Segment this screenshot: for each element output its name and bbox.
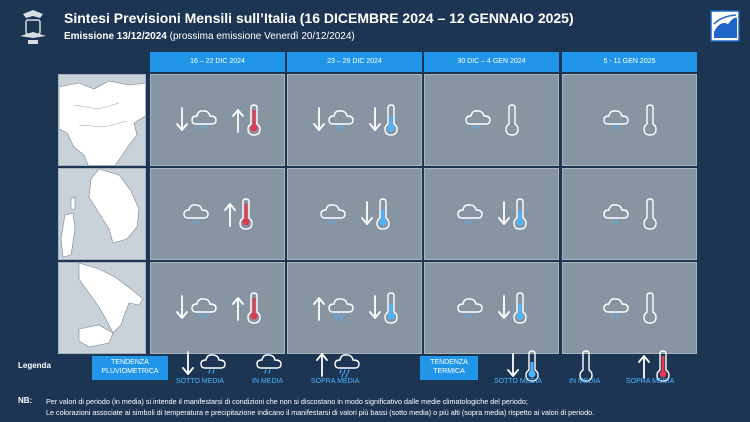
forecast-cell-center-3 xyxy=(424,168,559,260)
rain-media-icon xyxy=(464,106,492,134)
forecast-cell-center-1 xyxy=(150,168,285,260)
forecast-cell-center-2 xyxy=(287,168,422,260)
legend-temp-below-icon xyxy=(505,350,540,382)
air-force-logo-icon xyxy=(20,10,46,44)
temperature-sopra-icon xyxy=(230,104,262,136)
legend-temp-normal-icon xyxy=(578,350,594,382)
temperature-sotto-icon xyxy=(496,292,528,324)
temperature-media-icon xyxy=(504,104,520,136)
temperature-media-icon xyxy=(642,292,658,324)
emission-date: Emissione 13/12/2024 xyxy=(64,31,167,42)
column-header-1: 16 – 22 DIC 2024 xyxy=(150,52,285,72)
forecast-cell-north-1 xyxy=(150,74,285,166)
rain-media-icon xyxy=(602,200,630,228)
rain-media-icon xyxy=(602,294,630,322)
temperature-sotto-icon xyxy=(367,292,399,324)
forecast-icons xyxy=(288,75,421,165)
temperature-sotto-icon xyxy=(496,198,528,230)
legend-rain-normal-label: IN MEDIA xyxy=(252,378,284,385)
forecast-cell-north-3 xyxy=(424,74,559,166)
legend-rain-below-icon xyxy=(180,350,227,378)
notes-line-1: Per valori di periodo (in media) si inte… xyxy=(46,397,528,406)
forecast-icons xyxy=(151,169,284,259)
forecast-cell-south-4 xyxy=(562,262,697,354)
legend-temp-normal-label: IN MEDIA xyxy=(569,378,601,385)
rain-sotto-icon xyxy=(174,106,218,134)
forecast-icons xyxy=(425,263,558,353)
rain-media-icon xyxy=(456,200,484,228)
legend-rain-below-label: SOTTO MEDIA xyxy=(176,378,225,385)
emission-info: Emissione 13/12/2024 (prossima emissione… xyxy=(64,31,355,42)
map-north-icon xyxy=(59,75,145,165)
map-north xyxy=(58,74,146,166)
temperature-sotto-icon xyxy=(367,104,399,136)
temperature-sopra-icon xyxy=(222,198,254,230)
forecast-icons xyxy=(288,169,421,259)
rain-sopra-icon xyxy=(311,294,355,322)
meteo-service-logo-icon xyxy=(710,10,740,42)
notes-label: NB: xyxy=(18,396,33,405)
rain-media-icon xyxy=(319,200,347,228)
legend-temp-above-icon xyxy=(636,350,671,382)
forecast-icons xyxy=(563,263,696,353)
temperature-media-icon xyxy=(642,104,658,136)
column-header-4: 5 - 11 GEN 2025 xyxy=(562,52,697,72)
legend-rain-above-icon xyxy=(314,350,361,378)
legend-rain-above-label: SOPRA MEDIA xyxy=(311,378,360,385)
legend-temp-box: TENDENZA TERMICA xyxy=(420,356,478,380)
forecast-cell-south-2 xyxy=(287,262,422,354)
forecast-icons xyxy=(425,169,558,259)
rain-sotto-icon xyxy=(311,106,355,134)
forecast-cell-north-2 xyxy=(287,74,422,166)
rain-media-icon xyxy=(456,294,484,322)
forecast-cell-center-4 xyxy=(562,168,697,260)
legend-rain-box: TENDENZA PLUVIOMETRICA xyxy=(92,356,168,380)
legend-temp-above-label: SOPRA MEDIA xyxy=(626,378,675,385)
page-title: Sintesi Previsioni Mensili sull’Italia (… xyxy=(64,10,574,26)
column-header-3: 30 DIC – 4 GEN 2024 xyxy=(424,52,559,72)
temperature-sopra-icon xyxy=(230,292,262,324)
forecast-icons xyxy=(425,75,558,165)
forecast-icons xyxy=(151,75,284,165)
rain-sotto-icon xyxy=(174,294,218,322)
map-center-icon xyxy=(59,169,145,259)
forecast-icons xyxy=(563,75,696,165)
legend-title: Legenda xyxy=(18,361,51,370)
map-center xyxy=(58,168,146,260)
forecast-cell-north-4 xyxy=(562,74,697,166)
forecast-icons xyxy=(563,169,696,259)
rain-media-icon xyxy=(182,200,210,228)
notes-line-2: Le colorazioni associate ai simboli di t… xyxy=(46,408,595,417)
next-emission: (prossima emissione Venerdì 20/12/2024) xyxy=(169,31,355,42)
forecast-icons xyxy=(288,263,421,353)
forecast-icons xyxy=(151,263,284,353)
forecast-cell-south-1 xyxy=(150,262,285,354)
map-south xyxy=(58,262,146,354)
map-south-icon xyxy=(59,263,145,353)
temperature-sotto-icon xyxy=(359,198,391,230)
forecast-cell-south-3 xyxy=(424,262,559,354)
legend-rain-normal-icon xyxy=(255,350,283,378)
rain-media-icon xyxy=(602,106,630,134)
temperature-media-icon xyxy=(642,198,658,230)
legend-temp-below-label: SOTTO MEDIA xyxy=(494,378,543,385)
column-header-2: 23 – 29 DIC 2024 xyxy=(287,52,422,72)
